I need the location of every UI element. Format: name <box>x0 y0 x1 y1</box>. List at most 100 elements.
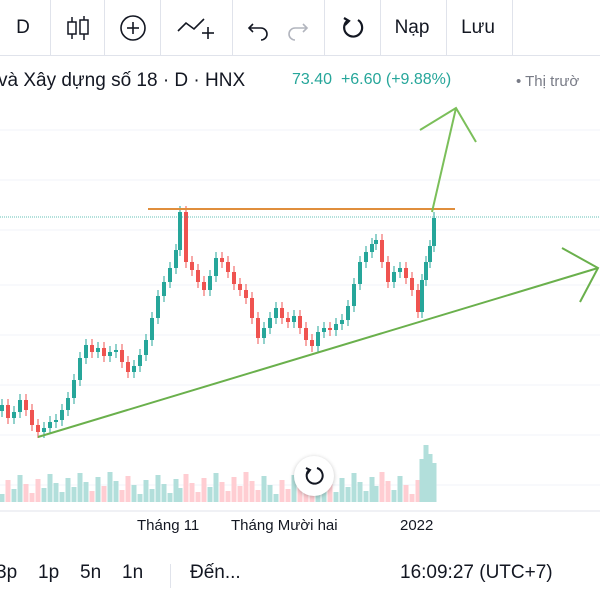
save-layout-button[interactable]: Lưu <box>448 0 508 55</box>
candle-body <box>168 268 172 282</box>
price-readout: 73.40 +6.60 (+9.88%) <box>292 71 451 89</box>
indicators-button[interactable] <box>168 0 224 55</box>
reset-chart-button[interactable] <box>294 456 334 496</box>
volume-bar <box>71 487 77 502</box>
candle-body <box>84 345 88 358</box>
candle-body <box>358 262 362 284</box>
volume-bar <box>195 492 201 502</box>
range-button[interactable]: 1p <box>38 562 60 583</box>
volume-bar <box>83 482 89 502</box>
candle-body <box>226 262 230 272</box>
redo-button[interactable] <box>278 0 318 55</box>
volume-bar <box>297 484 303 502</box>
candle-body <box>286 318 290 322</box>
volume-bar <box>379 472 385 502</box>
volume-bar <box>431 463 437 502</box>
volume-bar <box>391 490 397 502</box>
volume-bar <box>35 479 41 502</box>
range-button[interactable]: 1n <box>122 562 144 583</box>
candles-icon <box>67 15 89 40</box>
volume-bar <box>89 491 95 502</box>
candle-body <box>250 298 254 318</box>
volume-bar <box>409 494 415 502</box>
volume-bar <box>11 489 17 502</box>
interval-button[interactable]: D <box>0 0 46 55</box>
candle-body <box>0 405 4 411</box>
price-chart[interactable] <box>0 100 600 512</box>
range-button[interactable]: 5n <box>80 562 102 583</box>
volume-bar <box>149 489 155 502</box>
volume-bar <box>255 490 261 502</box>
candle-body <box>340 320 344 324</box>
undo-button[interactable] <box>238 0 278 55</box>
symbol-title[interactable]: và Xây dựng số 18 · D · HNX <box>0 70 246 91</box>
candle-body <box>132 366 136 372</box>
volume-bar <box>0 494 5 502</box>
volume-bar <box>213 473 219 502</box>
range-button[interactable]: 3p <box>0 562 18 583</box>
goto-date-button[interactable]: Đến... <box>190 562 241 583</box>
bottom-toolbar: 3p 1p 5n 1n Đến... 16:09:27 (UTC+7) <box>0 552 600 600</box>
candle-body <box>18 400 22 412</box>
volume-bar <box>101 486 107 502</box>
volume-bar <box>183 474 189 502</box>
candle-body <box>190 262 194 270</box>
refresh-button[interactable] <box>330 0 376 55</box>
trendline-arrow[interactable] <box>37 267 599 438</box>
undo-icon <box>247 22 268 41</box>
volume-bar <box>351 473 357 502</box>
volume-bar <box>291 475 297 502</box>
candle-body <box>162 282 166 296</box>
volume-bar <box>47 474 53 502</box>
volume-bar <box>177 488 183 502</box>
clock-display[interactable]: 16:09:27 (UTC+7) <box>400 562 553 583</box>
candle-body <box>268 318 272 328</box>
candle-body <box>36 425 40 432</box>
volume-bar <box>397 476 403 502</box>
volume-bar <box>219 482 225 502</box>
candle-body <box>196 270 200 282</box>
volume-bar <box>279 480 285 502</box>
volume-bar <box>41 488 47 502</box>
candle-body <box>156 296 160 318</box>
candle-body <box>90 345 94 352</box>
candle-body <box>316 332 320 346</box>
candle-body <box>416 290 420 312</box>
load-layout-button[interactable]: Nạp <box>382 0 442 55</box>
compare-button[interactable] <box>110 0 156 55</box>
volume-bar <box>65 478 71 502</box>
volume-bar <box>357 482 363 502</box>
candle-body <box>138 355 142 366</box>
volume-bar <box>5 480 11 502</box>
volume-bar <box>201 478 207 502</box>
candle-body <box>410 278 414 290</box>
volume-bar <box>267 485 273 502</box>
volume-bar <box>363 491 369 502</box>
volume-bar <box>261 476 267 502</box>
candle-body <box>150 318 154 340</box>
candle-body <box>12 412 16 418</box>
volume-bar <box>125 476 131 502</box>
candle-body <box>262 328 266 338</box>
candle-body <box>392 272 396 282</box>
save-label: Lưu <box>461 16 495 38</box>
chart-type-button[interactable] <box>56 0 100 55</box>
candle-body <box>54 420 58 422</box>
volume-bar <box>155 475 161 502</box>
candle-body <box>370 244 374 252</box>
drawings[interactable] <box>37 106 600 438</box>
compare-plus-icon <box>120 14 146 41</box>
candle-body <box>428 246 432 262</box>
breakout-arrow[interactable] <box>431 107 457 213</box>
volume-bar <box>207 487 213 502</box>
volume-bar <box>373 486 379 502</box>
volume-bar <box>345 487 351 502</box>
volume-bar <box>403 485 409 502</box>
volume-bar <box>303 493 309 502</box>
candle-body <box>346 306 350 320</box>
candle-body <box>398 268 402 272</box>
refresh-icon <box>343 16 364 38</box>
candle-body <box>178 212 182 250</box>
candle-body <box>30 410 34 425</box>
candle-body <box>120 350 124 362</box>
